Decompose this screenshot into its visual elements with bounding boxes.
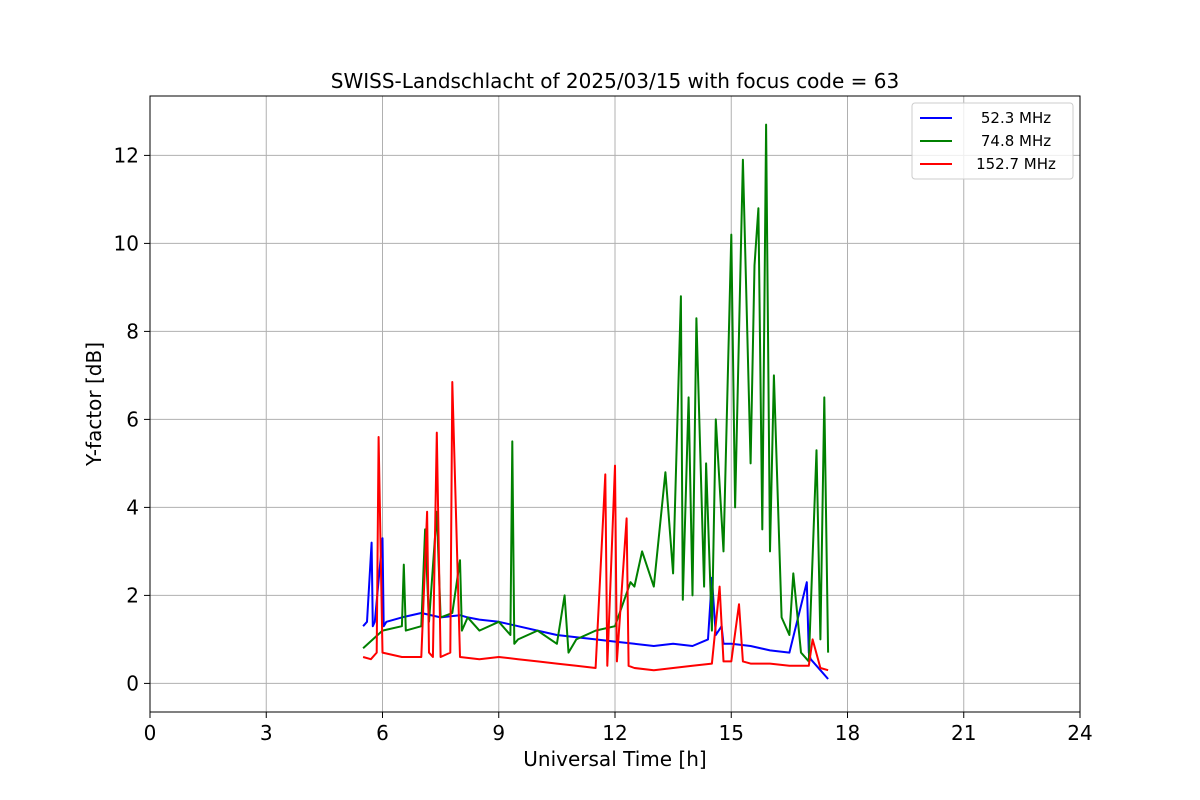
x-tick-label: 12 bbox=[602, 721, 627, 745]
y-tick-label: 0 bbox=[126, 671, 139, 695]
x-tick-label: 24 bbox=[1067, 721, 1092, 745]
y-axis-ticks: 0 2 4 6 8 10 12 bbox=[114, 143, 150, 695]
x-tick-label: 9 bbox=[492, 721, 505, 745]
legend-label: 152.7 MHz bbox=[976, 155, 1056, 173]
y-tick-label: 2 bbox=[126, 583, 139, 607]
grid-layer bbox=[149, 96, 1081, 712]
x-tick-label: 15 bbox=[719, 721, 744, 745]
chart-title: SWISS-Landschlacht of 2025/03/15 with fo… bbox=[331, 69, 899, 93]
legend-box bbox=[911, 102, 1074, 180]
y-tick-label: 4 bbox=[126, 495, 139, 519]
series-line-2 bbox=[362, 123, 830, 663]
x-tick-label: 0 bbox=[144, 721, 157, 745]
legend-items: 52.3 MHz 74.8 MHz 152.7 MHz bbox=[920, 109, 1056, 173]
x-tick-label: 21 bbox=[951, 721, 976, 745]
x-tick-label: 3 bbox=[260, 721, 273, 745]
x-axis-label: Universal Time [h] bbox=[523, 747, 706, 771]
legend-label: 74.8 MHz bbox=[981, 132, 1051, 150]
x-tick-label: 18 bbox=[835, 721, 860, 745]
y-tick-label: 10 bbox=[114, 231, 139, 255]
y-tick-label: 8 bbox=[126, 319, 139, 343]
series-line-3 bbox=[362, 381, 829, 672]
legend: 52.3 MHz 74.8 MHz 152.7 MHz bbox=[911, 102, 1074, 180]
x-tick-label: 6 bbox=[376, 721, 389, 745]
legend-label: 52.3 MHz bbox=[981, 109, 1051, 127]
y-axis-label: Y-factor [dB] bbox=[82, 342, 106, 467]
y-tick-label: 12 bbox=[114, 143, 139, 167]
x-axis-ticks: 0 3 6 9 12 15 18 21 24 bbox=[144, 712, 1093, 745]
series-line-1 bbox=[362, 537, 829, 680]
y-tick-label: 6 bbox=[126, 407, 139, 431]
series-layer bbox=[362, 123, 830, 680]
